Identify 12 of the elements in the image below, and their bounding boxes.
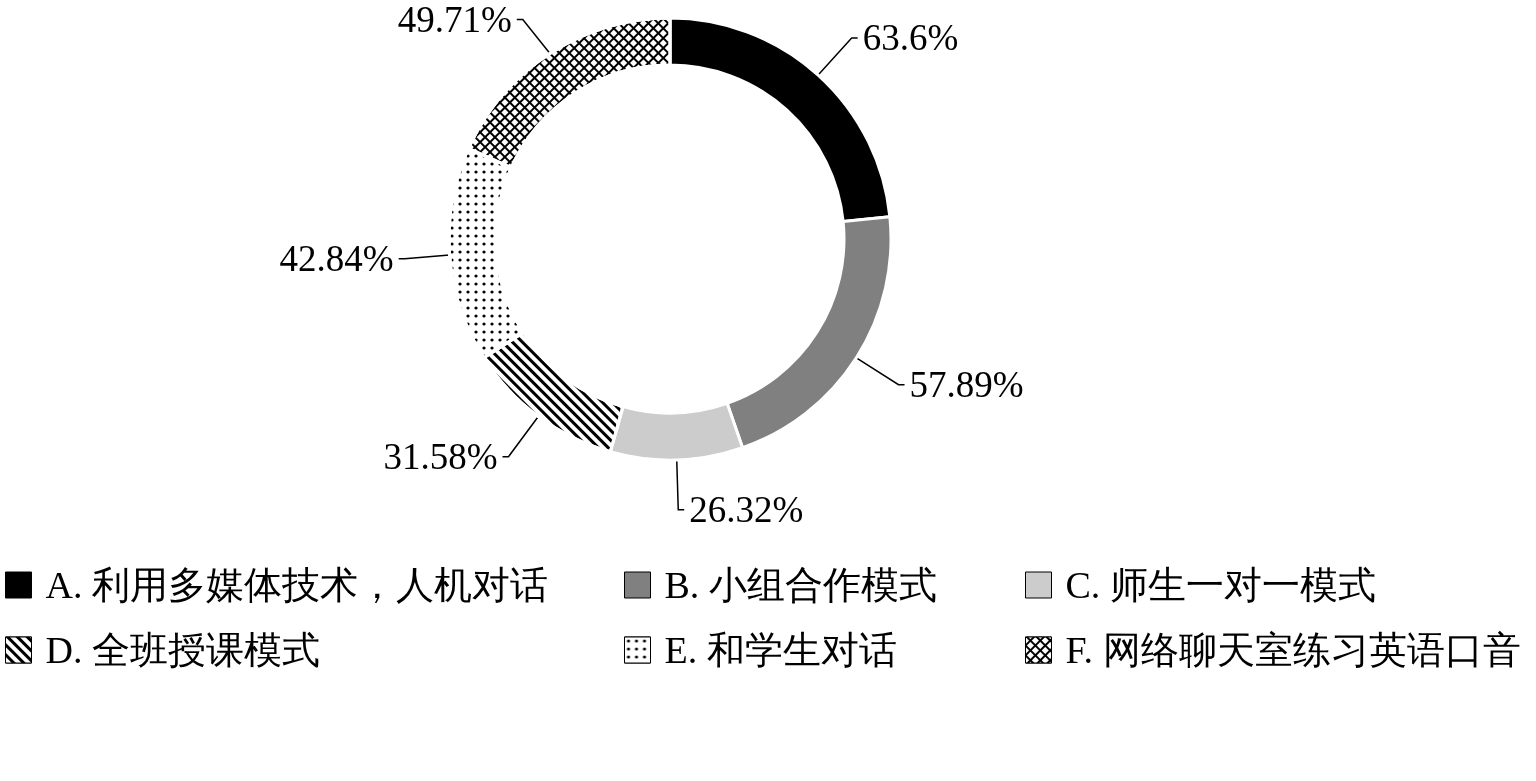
legend-label: B. 小组合作模式 (664, 564, 937, 606)
legend-label: F. 网络聊天室练习英语口音 (1065, 629, 1521, 671)
data-label: 57.89% (909, 364, 1024, 406)
legend-label: A. 利用多媒体技术，人机对话 (45, 564, 548, 606)
data-label: 42.84% (279, 238, 394, 280)
legend-label: C. 师生一对一模式 (1065, 564, 1376, 606)
data-label: 63.6% (862, 17, 959, 59)
data-label: 26.32% (689, 489, 804, 531)
legend-label: D. 全班授课模式 (45, 629, 320, 671)
data-label: 49.71% (397, 0, 512, 40)
legend-label: E. 和学生对话 (664, 629, 897, 671)
data-label: 31.58% (383, 436, 498, 478)
